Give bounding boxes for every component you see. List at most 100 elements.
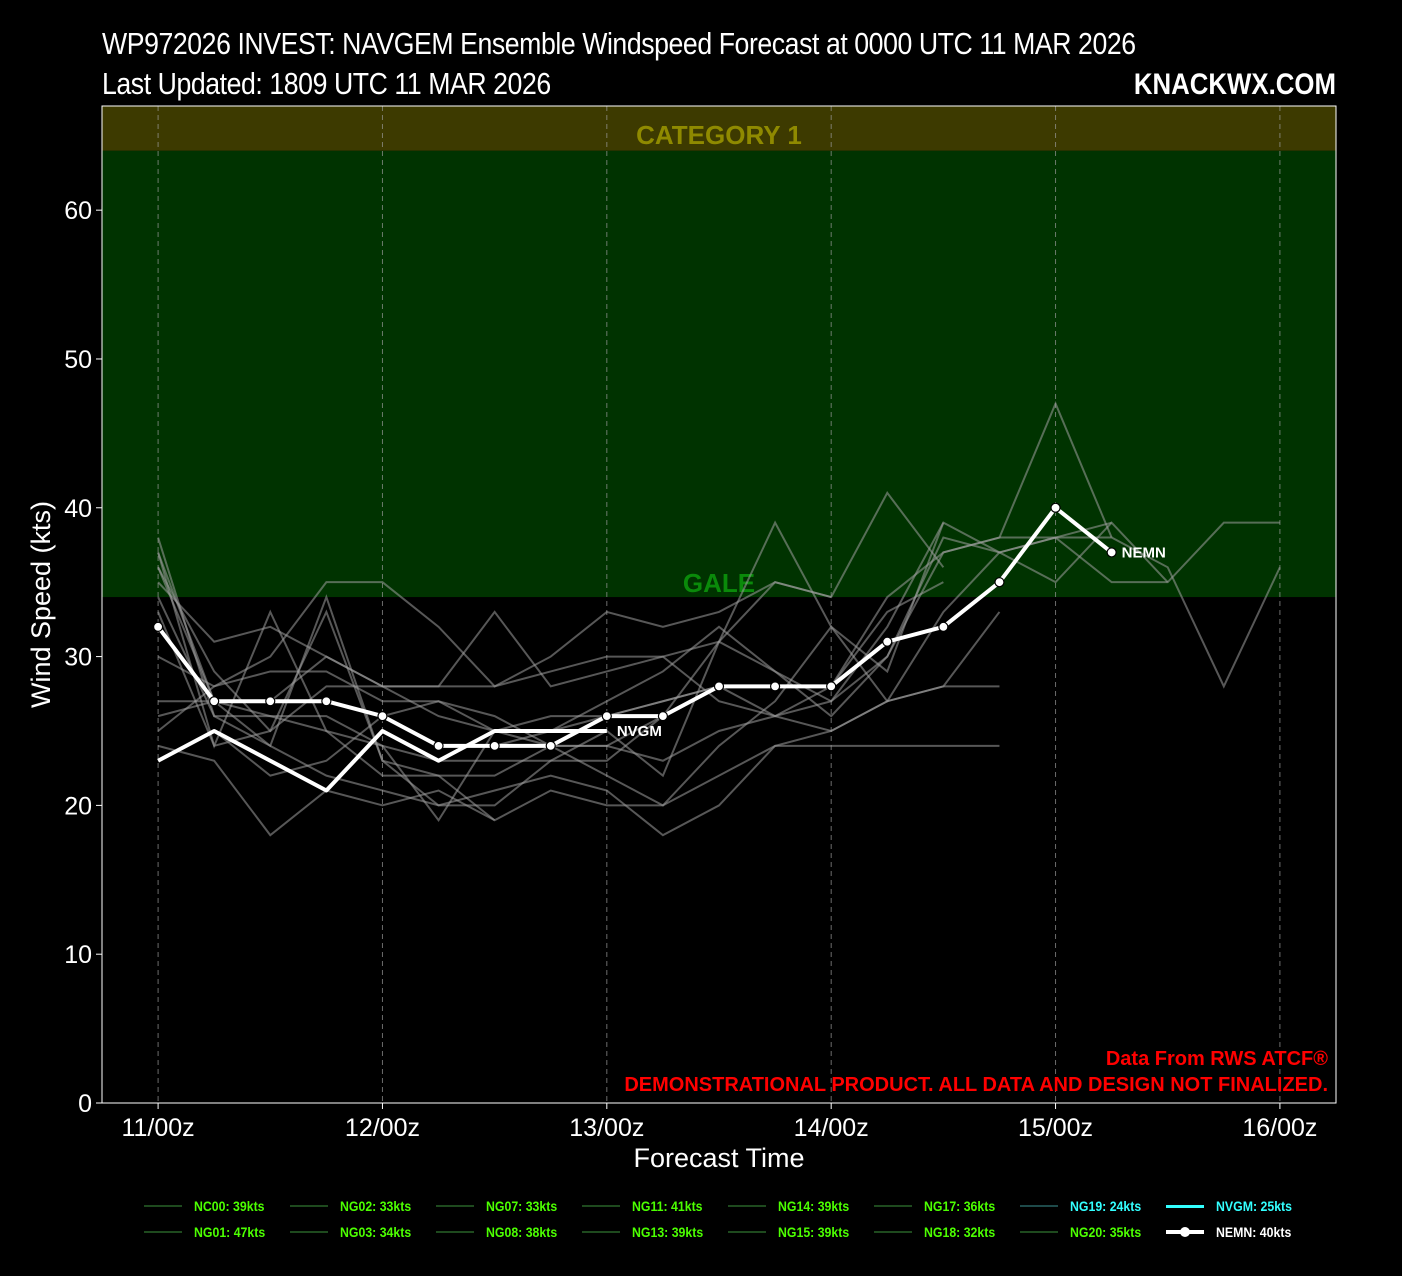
legend-swatch	[582, 1231, 620, 1233]
ensemble-member-line	[158, 521, 1169, 837]
ensemble-member-line	[157, 744, 1000, 837]
series-line-nemn	[156, 505, 1113, 748]
y-tick-label: 20	[64, 792, 92, 820]
legend-item: NG13: 39kts	[582, 1222, 713, 1242]
legend-swatch	[728, 1205, 766, 1207]
legend-label: NG20: 35kts	[1070, 1224, 1142, 1240]
last-updated-subtitle: Last Updated: 1809 UTC 11 MAR 2026	[102, 66, 551, 101]
legend-label: NG18: 32kts	[924, 1224, 996, 1240]
nemn-point	[545, 740, 556, 751]
ensemble-member-line	[157, 581, 832, 732]
legend-label: NG15: 39kts	[778, 1224, 850, 1240]
legend-label: NG08: 38kts	[486, 1224, 558, 1240]
legend-label: NG17: 36kts	[924, 1198, 996, 1214]
x-tick-label: 12/00z	[345, 1114, 420, 1142]
series-line-nvgm	[157, 728, 607, 793]
series-end-label-nvgm: NVGM	[617, 723, 662, 740]
legend-swatch	[436, 1231, 474, 1233]
legend-item: NG20: 35kts	[1020, 1222, 1151, 1242]
legend-label: NG02: 33kts	[340, 1198, 412, 1214]
legend-item: NG07: 33kts	[436, 1196, 567, 1216]
legend-item: NG01: 47kts	[144, 1222, 275, 1242]
brand-logo-text: KNACKWX.COM	[1133, 68, 1336, 101]
legend-item: NVGM: 25kts	[1166, 1196, 1302, 1216]
legend-swatch	[436, 1205, 474, 1207]
legend-swatch	[144, 1205, 182, 1207]
chart-title: WP972026 INVEST: NAVGEM Ensemble Windspe…	[102, 26, 1136, 61]
band-label-category-1: CATEGORY 1	[636, 120, 802, 150]
nemn-point	[152, 621, 164, 632]
legend-item: NG03: 34kts	[290, 1222, 421, 1242]
legend-swatch	[1020, 1205, 1058, 1207]
y-tick-label: 40	[64, 495, 92, 523]
nemn-point	[1106, 547, 1117, 558]
legend-label: NG13: 39kts	[632, 1224, 704, 1240]
nemn-point	[601, 711, 612, 722]
legend-swatch	[582, 1205, 620, 1207]
y-axis-label: Wind Speed (kts)	[26, 501, 56, 708]
ensemble-member-line	[157, 594, 496, 822]
chart-legend: NC00: 39kts NG01: 47kts NG02: 33kts NG03: 3…	[140, 1192, 1340, 1252]
legend-item: NG18: 32kts	[874, 1222, 1005, 1242]
x-tick-label: 14/00z	[794, 1114, 869, 1142]
ensemble-member-line	[157, 521, 1112, 732]
nemn-point	[377, 711, 388, 722]
nemn-point	[265, 696, 276, 707]
y-tick-label: 10	[64, 941, 92, 969]
legend-marker	[1180, 1227, 1190, 1237]
x-tick-label: 13/00z	[569, 1114, 644, 1142]
legend-swatch	[874, 1231, 912, 1233]
disclaimer-text: DEMONSTRATIONAL PRODUCT. ALL DATA AND DE…	[624, 1074, 1328, 1096]
legend-label: NG03: 34kts	[340, 1224, 412, 1240]
nemn-point	[826, 681, 837, 692]
nemn-point	[882, 636, 893, 647]
legend-swatch	[290, 1205, 328, 1207]
legend-label: NVGM: 25kts	[1216, 1198, 1292, 1214]
plot-frame	[101, 105, 1337, 1104]
legend-swatch	[1166, 1227, 1204, 1237]
nemn-point	[1050, 502, 1061, 513]
legend-swatch	[728, 1231, 766, 1233]
legend-item: NG17: 36kts	[874, 1196, 1005, 1216]
nemn-point	[994, 577, 1005, 588]
y-tick-label: 30	[64, 644, 92, 672]
legend-swatch	[874, 1205, 912, 1207]
legend-item: NG19: 24kts	[1020, 1196, 1151, 1216]
y-tick-label: 60	[64, 197, 92, 225]
x-axis-label: Forecast Time	[633, 1143, 804, 1173]
band-gale	[102, 150, 1336, 598]
nemn-point	[938, 621, 949, 632]
legend-item: NC00: 39kts	[144, 1196, 274, 1216]
y-tick-label: 0	[78, 1090, 92, 1118]
legend-label: NG01: 47kts	[194, 1224, 266, 1240]
legend-item: NG15: 39kts	[728, 1222, 859, 1242]
legend-label: NEMN: 40kts	[1216, 1224, 1292, 1240]
legend-item: NEMN: 40kts	[1166, 1222, 1302, 1242]
x-tick-label: 15/00z	[1018, 1114, 1093, 1142]
legend-item: NG02: 33kts	[290, 1196, 421, 1216]
x-tick-label: 16/00z	[1242, 1114, 1317, 1142]
legend-item: NG11: 41kts	[582, 1196, 712, 1216]
band-label-gale: GALE	[683, 568, 755, 598]
ensemble-member-line	[157, 552, 944, 823]
disclaimer-text: Data From RWS ATCF®	[1106, 1048, 1328, 1070]
nemn-point	[489, 740, 500, 751]
band-category-1	[102, 106, 1336, 151]
series-end-label-nemn: NEMN	[1122, 544, 1166, 561]
legend-item: NG14: 39kts	[728, 1196, 859, 1216]
ensemble-member-line	[157, 520, 945, 807]
nemn-point	[713, 681, 725, 692]
legend-swatch	[1020, 1231, 1058, 1233]
nemn-point	[433, 740, 444, 751]
nemn-point	[321, 696, 332, 707]
nemn-point	[209, 696, 220, 707]
legend-label: NG07: 33kts	[486, 1198, 558, 1214]
legend-swatch	[1166, 1204, 1204, 1208]
y-tick-label: 50	[64, 346, 92, 374]
nemn-point	[769, 681, 781, 692]
legend-item: NG08: 38kts	[436, 1222, 567, 1242]
legend-swatch	[144, 1231, 182, 1233]
legend-label: NG19: 24kts	[1070, 1198, 1142, 1214]
nemn-point	[657, 711, 669, 722]
